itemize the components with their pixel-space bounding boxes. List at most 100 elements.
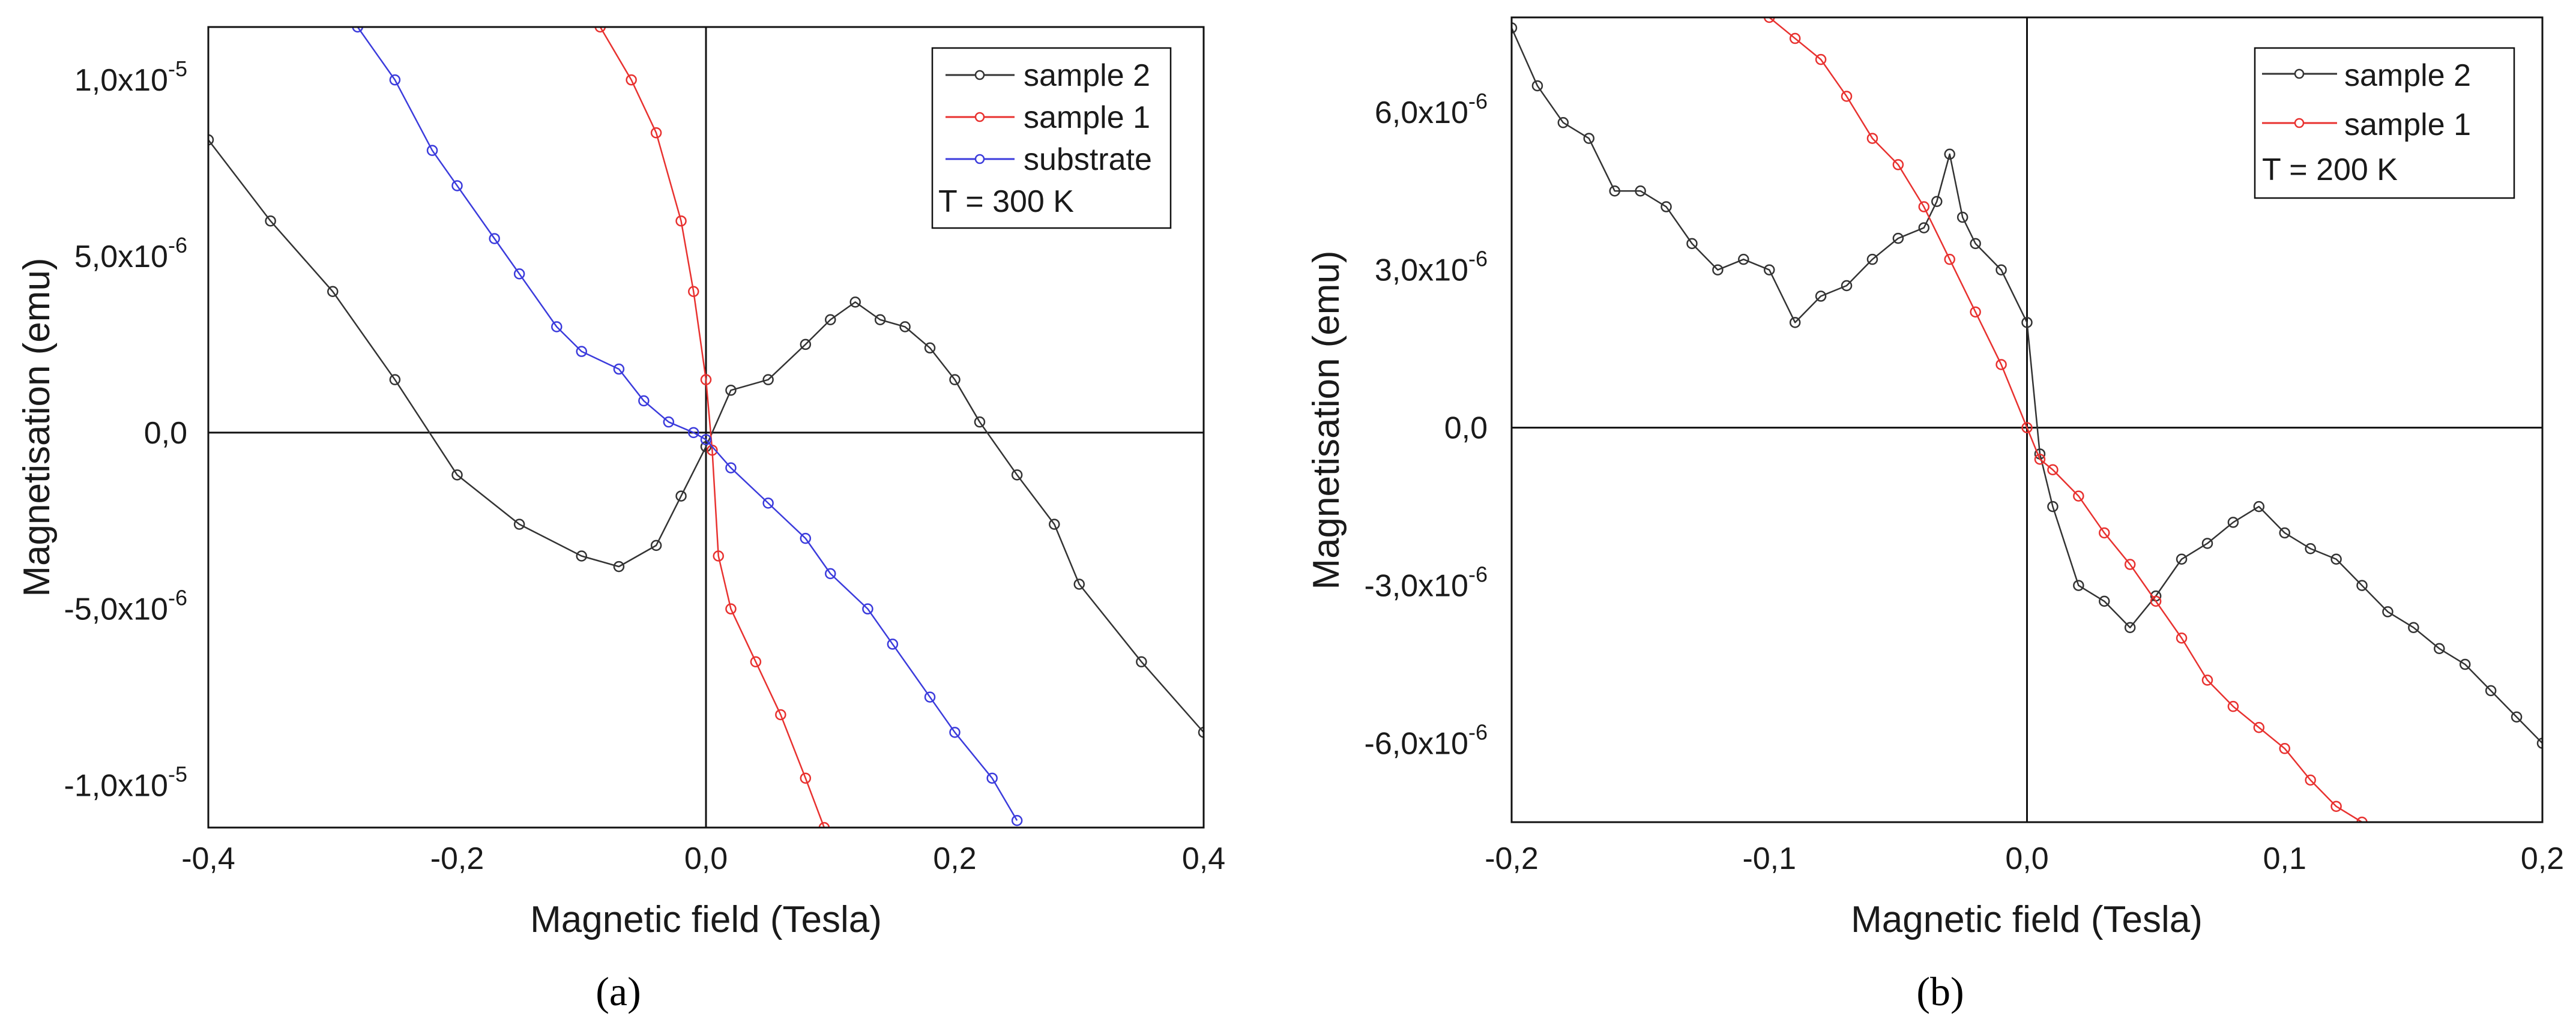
data-point [2073, 490, 2084, 502]
data-point [1073, 579, 1085, 590]
legend-entry-sample-2: sample 2 [2262, 58, 2471, 93]
data-point [675, 490, 687, 502]
x-tick-label: 0,2 [933, 841, 976, 876]
data-point [2305, 543, 2316, 555]
data-point [1512, 22, 1518, 34]
data-point [451, 180, 463, 191]
legend: sample 2 sample 1 substrate T = 300 K [931, 47, 1172, 229]
y-tick-label: 6,0x10-6 [1375, 89, 1488, 130]
data-point [2176, 553, 2188, 565]
data-point [1918, 201, 1930, 212]
data-point [1583, 133, 1595, 144]
x-tick-label: -0,2 [1485, 841, 1539, 876]
legend-entry-sample-1: sample 1 [2262, 107, 2471, 142]
data-point [2124, 559, 2136, 570]
data-point [2021, 317, 2033, 328]
series-line [1512, 28, 2542, 744]
y-tick-label: -6,0x10-6 [1365, 720, 1488, 762]
plot-frame [1510, 16, 2544, 823]
data-point [924, 342, 936, 354]
data-point [2536, 738, 2542, 749]
data-point [2099, 595, 2110, 607]
data-point [725, 385, 737, 396]
x-tick-label: -0,4 [181, 841, 235, 876]
x-tick-label: 0,0 [684, 841, 728, 876]
data-point [1049, 519, 1060, 530]
data-point [675, 215, 687, 227]
x-tick-label: -0,1 [1742, 841, 1796, 876]
x-tick-labels: -0,2 -0,1 0,0 0,1 0,2 [1485, 841, 2564, 876]
data-point [650, 127, 662, 139]
plot-frame [207, 26, 1205, 829]
data-point [1011, 469, 1023, 481]
data-point [389, 374, 401, 385]
data-point [874, 314, 886, 326]
data-point [513, 268, 525, 280]
data-point [775, 709, 786, 721]
legend-temperature-note: T = 200 K [2262, 152, 2398, 187]
data-point [1866, 253, 1878, 265]
data-point [800, 532, 812, 544]
data-point [2099, 527, 2110, 539]
data-point [2176, 632, 2188, 644]
data-point [1841, 91, 1853, 102]
data-point [2382, 606, 2394, 618]
y-axis-title: Magnetisation (emu) [1306, 250, 1347, 589]
data-point [1970, 306, 1981, 318]
data-point [594, 27, 606, 33]
data-point [762, 497, 774, 509]
data-point [1609, 185, 1620, 197]
data-point [825, 314, 836, 326]
data-point [626, 74, 637, 86]
legend-temperature-note: T = 300 K [938, 184, 1074, 219]
x-axis-title: Magnetic field (Tesla) [530, 899, 882, 940]
series-sample-2 [1512, 22, 2542, 749]
x-tick-label: 0,2 [2521, 841, 2564, 876]
data-point [1815, 290, 1827, 302]
data-point [1841, 280, 1853, 292]
data-point [327, 286, 339, 297]
x-tick-label: 0,4 [1182, 841, 1225, 876]
series-line [1769, 17, 2363, 822]
data-point [1944, 253, 1955, 265]
data-point [899, 321, 911, 332]
data-point [1892, 159, 1904, 170]
data-point [2511, 711, 2523, 723]
data-point [700, 374, 712, 385]
data-point [1956, 211, 1968, 223]
data-point [1011, 814, 1023, 826]
series-sample-1 [594, 27, 830, 828]
series-sample-2 [208, 134, 1204, 738]
panel-label-a: (a) [596, 969, 641, 1014]
legend-label: sample 2 [1024, 58, 1150, 93]
y-tick-label: -3,0x10-6 [1365, 562, 1488, 604]
data-point [2356, 580, 2368, 591]
data-point [1764, 264, 1775, 275]
legend-label: substrate [1024, 142, 1152, 177]
series-group [1512, 17, 2542, 822]
data-point [825, 568, 836, 580]
data-point [389, 74, 401, 86]
y-tick-label: 0,0 [144, 416, 187, 451]
data-point [1661, 201, 1672, 212]
x-tick-label: 0,1 [2263, 841, 2306, 876]
y-tick-label: -1,0x10-5 [64, 762, 187, 803]
legend-entry-sample-1: sample 1 [946, 100, 1150, 135]
data-point [1531, 80, 1543, 92]
data-point [1944, 148, 1955, 160]
data-point [707, 444, 718, 456]
data-point [2305, 774, 2316, 786]
data-point [2201, 675, 2213, 686]
data-point [426, 145, 438, 156]
x-axis-title: Magnetic field (Tesla) [1851, 899, 2203, 940]
data-point [986, 772, 998, 784]
data-point [1557, 117, 1569, 128]
data-point [2201, 538, 2213, 549]
data-point [2227, 517, 2239, 528]
data-point [2253, 500, 2265, 512]
data-point [352, 27, 363, 33]
data-point [663, 416, 675, 428]
data-point [2279, 527, 2290, 539]
data-point [613, 561, 625, 573]
